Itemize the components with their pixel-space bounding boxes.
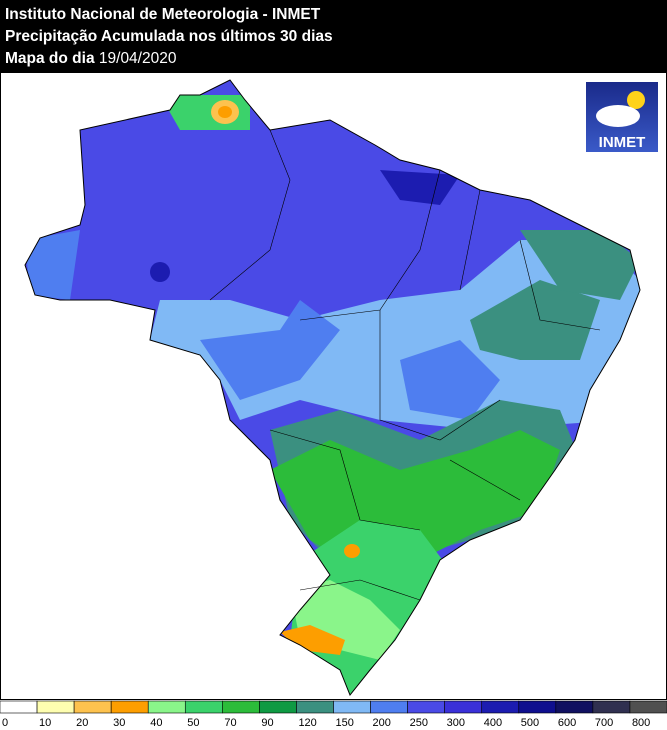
legend-swatch <box>592 700 631 714</box>
field-orange-south <box>344 544 360 558</box>
field-dark-blue <box>380 170 460 205</box>
field-teal <box>520 230 640 300</box>
legend-label: 500 <box>521 717 539 729</box>
legend-label: 50 <box>187 717 199 729</box>
legend-swatch <box>222 700 260 714</box>
state-border <box>299 169 441 321</box>
state-border <box>269 429 421 531</box>
title: Instituto Nacional de Meteorologia - INM… <box>5 6 321 23</box>
state-border <box>459 189 481 291</box>
legend-swatch <box>444 700 483 714</box>
legend-swatch <box>370 700 408 714</box>
legend-label: 800 <box>632 717 650 729</box>
field-blue <box>400 340 500 420</box>
legend-label: 10 <box>39 717 51 729</box>
legend-label: 30 <box>113 717 125 729</box>
logo-cloud <box>596 105 640 127</box>
header-band <box>0 0 667 72</box>
legend-label: 250 <box>410 717 428 729</box>
legend-label: 300 <box>447 717 465 729</box>
legend-swatch <box>147 700 186 714</box>
legend-swatch <box>110 700 149 714</box>
legend-swatch <box>296 700 334 714</box>
legend-swatch <box>407 700 445 714</box>
field-blue <box>200 300 340 400</box>
legend-label: 40 <box>150 717 162 729</box>
legend-label: 600 <box>558 717 576 729</box>
legend-label: 20 <box>76 717 88 729</box>
field-teal <box>470 280 600 360</box>
logo-text: INMET <box>599 134 646 151</box>
date-prefix: Mapa do dia <box>5 50 95 67</box>
legend: 0 10 20 30 40 50 70 90 120 150 200 250 300 400 500 600 7… <box>0 700 667 729</box>
date-line: Mapa do dia 19/04/2020 <box>5 50 177 67</box>
legend-label: 90 <box>261 717 273 729</box>
legend-label: 0 <box>2 717 8 729</box>
legend-swatch <box>36 700 75 714</box>
legend-label: 200 <box>373 717 391 729</box>
legend-label: 120 <box>298 717 316 729</box>
subtitle: Precipitação Acumulada nos últimos 30 di… <box>5 28 333 45</box>
legend-label: 400 <box>484 717 502 729</box>
state-border <box>379 310 501 441</box>
legend-swatch <box>333 700 371 714</box>
legend-swatch <box>481 700 520 714</box>
legend-swatch <box>518 700 557 714</box>
state-border <box>519 239 601 331</box>
legend-swatch <box>184 700 223 714</box>
date: 19/04/2020 <box>99 50 177 67</box>
legend-swatch <box>0 700 38 714</box>
legend-swatch <box>259 700 297 714</box>
logo-sun <box>627 91 645 109</box>
legend-swatch <box>73 700 112 714</box>
field-orange <box>280 625 345 655</box>
field-blue-west <box>25 230 80 300</box>
legend-swatch <box>555 700 594 714</box>
state-borders <box>209 129 601 601</box>
legend-label: 70 <box>224 717 236 729</box>
legend-label: 700 <box>595 717 613 729</box>
legend-label: 150 <box>336 717 354 729</box>
field-dark-blue <box>150 262 170 282</box>
logo: INMET <box>586 82 658 152</box>
state-border <box>299 579 421 601</box>
state-border <box>209 129 291 301</box>
field-orange-north <box>218 106 232 118</box>
state-border <box>449 459 521 501</box>
legend-swatch <box>629 700 667 714</box>
